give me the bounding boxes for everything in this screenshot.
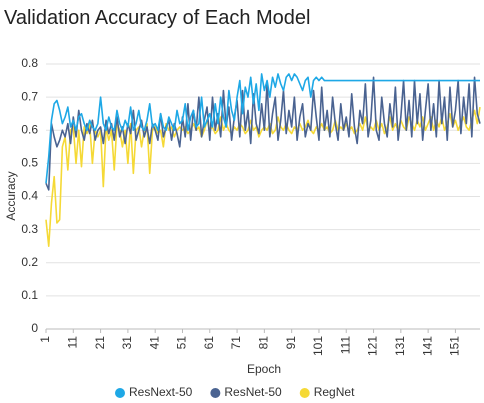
y-tick-label: 0.7 [21, 89, 38, 103]
x-tick-label: 61 [202, 336, 216, 350]
legend-marker [115, 388, 125, 398]
y-tick-label: 0.5 [21, 156, 38, 170]
chart-title: Validation Accuracy of Each Model [4, 7, 310, 29]
x-tick-label: 101 [311, 336, 325, 356]
x-tick-label: 71 [229, 336, 243, 350]
legend-label: ResNet-50 [224, 385, 282, 399]
line [45, 73, 480, 184]
x-tick-label: 91 [284, 336, 298, 350]
x-tick-label: 121 [366, 336, 380, 356]
x-tick-label: 31 [120, 336, 134, 350]
x-tick-label: 81 [257, 336, 271, 350]
y-tick-label: 0.2 [21, 255, 38, 269]
legend-marker [210, 388, 221, 398]
y-tick-label: 0.3 [21, 222, 38, 236]
y-axis-label: Accuracy [4, 171, 18, 220]
line [45, 76, 481, 191]
x-tick-label: 51 [175, 336, 189, 350]
legend-marker [299, 388, 310, 398]
x-tick-label: 11 [65, 336, 79, 349]
y-tick-label: 0.6 [21, 122, 38, 136]
x-tick-label: 1 [38, 336, 52, 343]
x-tick-label: 131 [393, 336, 407, 356]
legend-label: ResNext-50 [129, 385, 193, 399]
x-axis-label: Epoch [247, 362, 281, 376]
x-tick-label: 151 [448, 336, 462, 356]
y-tick-label: 0.8 [21, 56, 38, 70]
x-tick-label: 141 [420, 336, 434, 356]
y-tick-label: 0.1 [21, 288, 38, 302]
x-tick-label: 41 [147, 336, 161, 350]
y-tick-label: 0.4 [21, 189, 38, 203]
x-tick-label: 111 [338, 336, 352, 355]
y-tick-label: 0 [31, 321, 38, 335]
x-tick-label: 21 [93, 336, 107, 350]
legend-label: RegNet [314, 385, 355, 399]
